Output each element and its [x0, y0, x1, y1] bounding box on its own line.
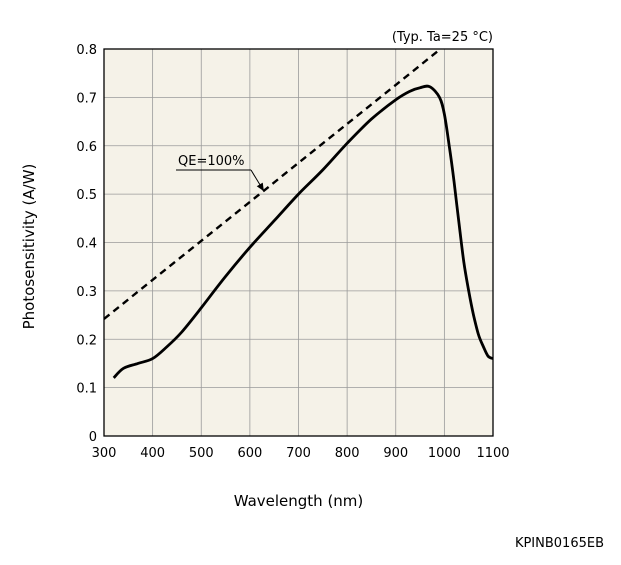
x-tick-label: 1100 [476, 446, 509, 461]
y-tick-label: 0.1 [76, 382, 97, 397]
y-tick-label: 0 [89, 430, 97, 445]
x-tick-label: 500 [189, 446, 214, 461]
series-line-photosensitivity [112, 84, 493, 379]
series-layer [104, 49, 493, 379]
y-tick-label: 0.8 [76, 43, 97, 58]
x-tick-labels: 300 400 500 600 700 800 900 1000 1100 [92, 446, 510, 461]
x-tick-label: 400 [140, 446, 165, 461]
x-tick-label: 800 [335, 446, 360, 461]
annotation-layer: QE=100% [176, 154, 265, 192]
figure-code: KPINB0165EB [515, 536, 604, 551]
y-tick-label: 0.7 [76, 91, 97, 106]
x-tick-label: 600 [237, 446, 262, 461]
x-tick-label: 700 [286, 446, 311, 461]
plot-frame [103, 48, 494, 437]
y-tick-label: 0.4 [76, 237, 97, 252]
annotation-label: QE=100% [178, 154, 245, 169]
annotation-arrow [256, 182, 264, 192]
x-axis-label: Wavelength (nm) [234, 492, 364, 510]
x-tick-label: 300 [92, 446, 117, 461]
condition-note: (Typ. Ta=25 °C) [392, 30, 493, 45]
y-tick-label: 0.6 [76, 140, 97, 155]
y-tick-label: 0.3 [76, 285, 97, 300]
y-tick-label: 0.5 [76, 188, 97, 203]
x-tick-label: 1000 [428, 446, 461, 461]
y-tick-label: 0.2 [76, 333, 97, 348]
x-tick-label: 900 [383, 446, 408, 461]
y-tick-labels: 0 0.1 0.2 0.3 0.4 0.5 0.6 0.7 0.8 [76, 43, 97, 445]
y-axis-label: Photosensitivity (A/W) [20, 164, 38, 330]
